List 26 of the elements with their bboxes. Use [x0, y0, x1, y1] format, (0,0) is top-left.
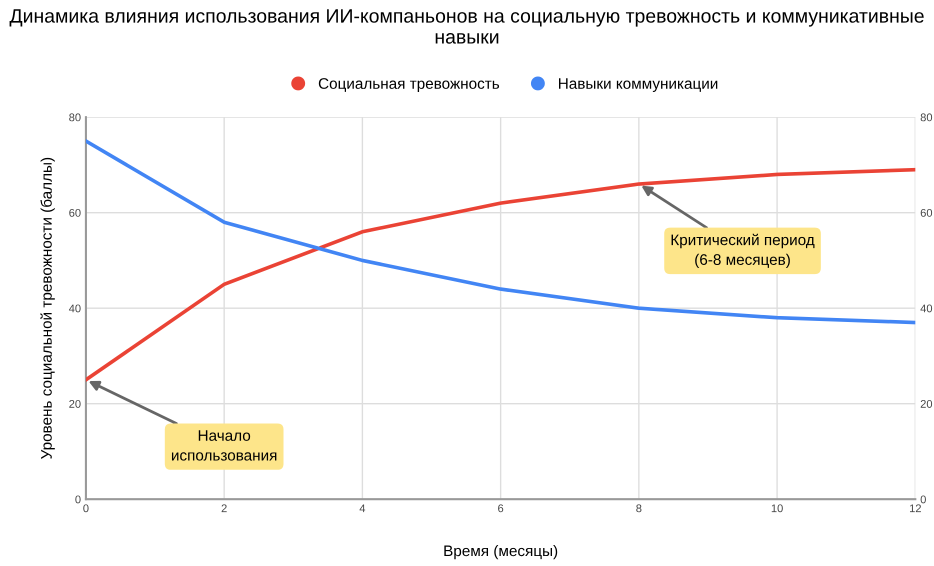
x-tick-label: 0 [83, 504, 89, 512]
y2-tick-label: 20 [920, 400, 932, 408]
y-tick-label: 0 [75, 495, 81, 504]
y-tick-label: 60 [69, 208, 81, 217]
y-tick-label: 80 [69, 113, 81, 122]
x-tick-label: 8 [636, 504, 642, 512]
annotation: Критический период (6-8 месяцев) [672, 234, 814, 268]
y-tick-label: 40 [68, 304, 81, 312]
chart-title: Динамика влияния использования ИИ-компаньонов на социальную тревожность и коммуникативные навыки [10, 9, 924, 44]
y-axis-title: Уровень социальной тревожности (баллы) [40, 158, 55, 460]
y-tick-label: 20 [69, 400, 81, 408]
legend-label: Социальная тревожность [318, 78, 500, 92]
annotation: Начало использования [172, 430, 276, 461]
x-tick-label: 10 [772, 504, 783, 512]
legend-label: Навыки коммуникации [559, 78, 718, 92]
y2-tick-label: 60 [920, 208, 932, 217]
y2-tick-label: 40 [920, 304, 932, 312]
x-tick-label: 6 [498, 504, 504, 512]
line-series [86, 139, 916, 324]
x-tick-label: 4 [360, 504, 366, 512]
x-tick-label: 2 [222, 504, 227, 512]
x-axis-title: Время (месяцы) [444, 544, 558, 560]
line-series [86, 168, 916, 382]
x-tick-label: 12 [910, 504, 921, 512]
y2-tick-label: 80 [920, 113, 932, 122]
y2-tick-label: 0 [920, 495, 926, 504]
